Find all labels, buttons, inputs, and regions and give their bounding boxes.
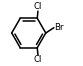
Text: Br: Br <box>54 23 64 32</box>
Text: Cl: Cl <box>34 2 42 11</box>
Text: Cl: Cl <box>34 55 42 64</box>
